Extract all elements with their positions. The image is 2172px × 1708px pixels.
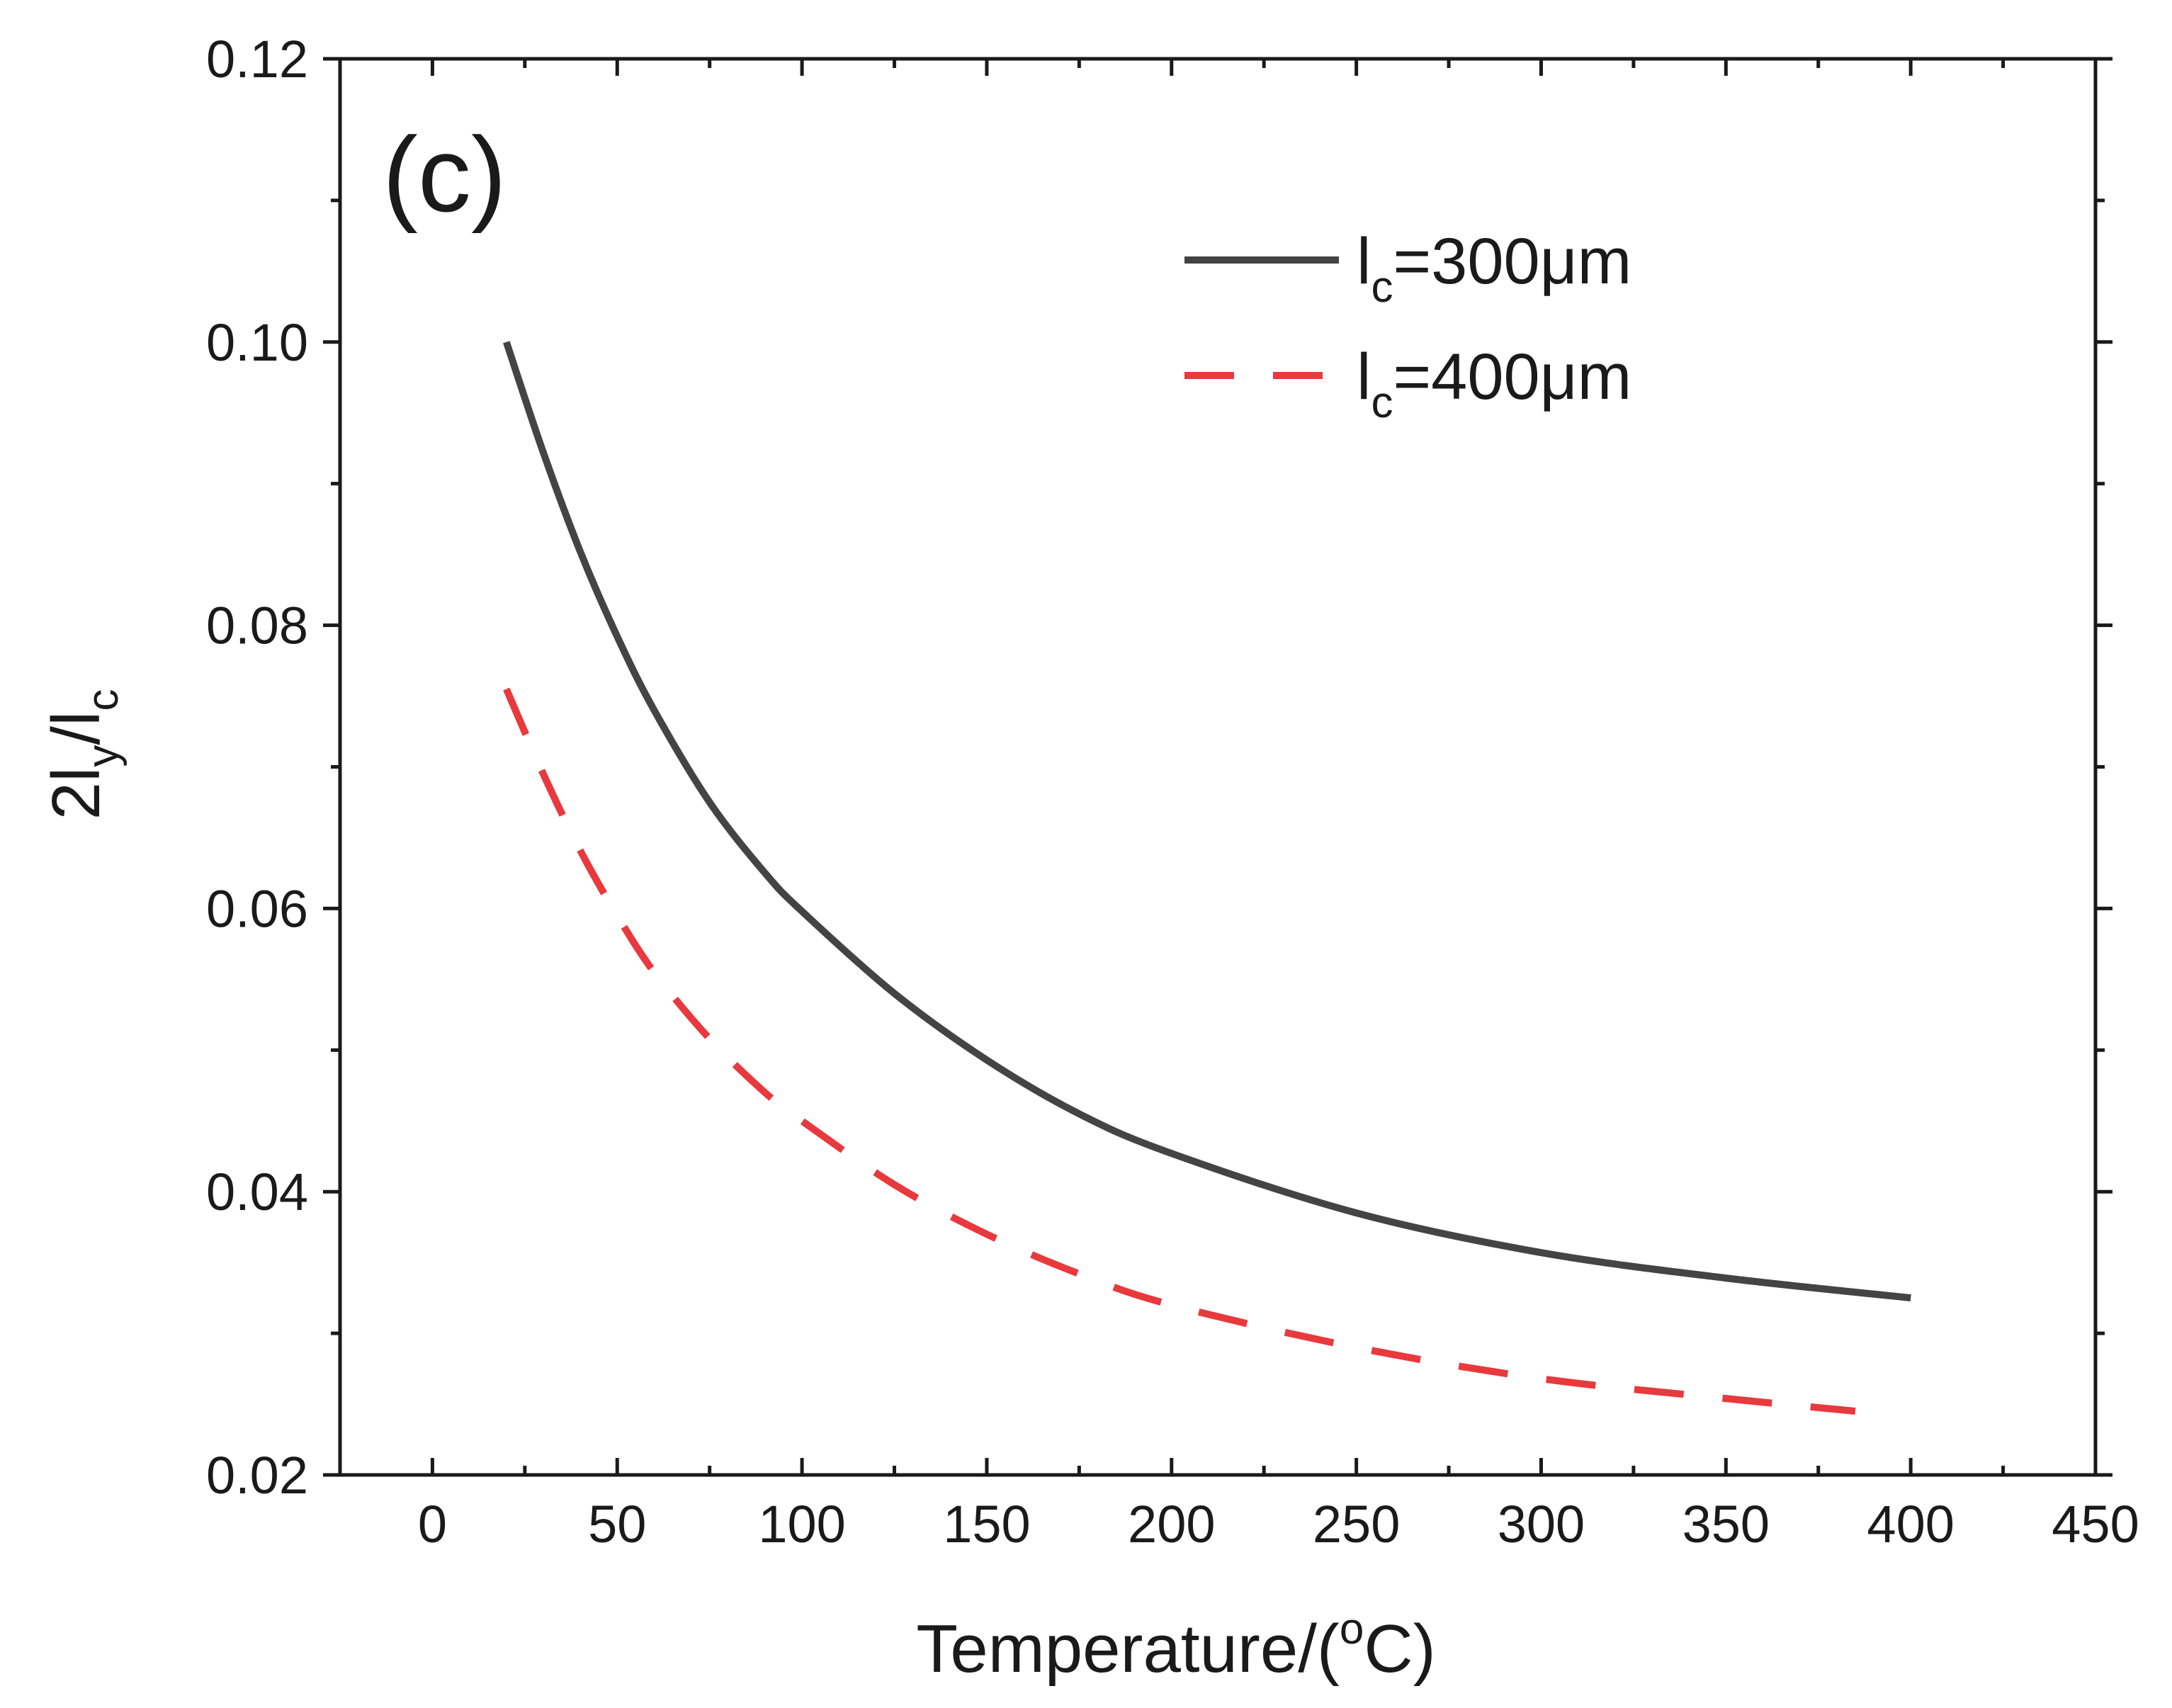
y-tick-label: 0.08 — [206, 596, 308, 655]
y-tick-label: 0.12 — [206, 30, 308, 89]
y-tick-label: 0.10 — [206, 313, 308, 372]
x-tick-label: 350 — [1682, 1495, 1770, 1554]
y-tick-label: 0.02 — [206, 1446, 308, 1505]
y-axis-title: 2ly/lc — [38, 689, 128, 820]
series-lines — [503, 341, 1911, 1415]
plot-frame — [338, 57, 2098, 1477]
axis-ticks — [323, 57, 2112, 1477]
y-tick-label: 0.04 — [206, 1163, 308, 1221]
x-tick-label: 400 — [1867, 1495, 1954, 1554]
x-tick-label: 150 — [943, 1495, 1030, 1554]
x-tick-label: 450 — [2052, 1495, 2139, 1554]
legend-label-lc400: lc=400μm — [1357, 341, 1631, 427]
x-tick-label: 200 — [1128, 1495, 1215, 1554]
legend: lc=300μm lc=400μm — [1184, 225, 1631, 427]
series-line-0 — [503, 341, 1911, 1302]
y-tick-label: 0.06 — [206, 879, 308, 938]
x-tick-label: 300 — [1498, 1495, 1585, 1554]
x-tick-label: 0 — [418, 1495, 447, 1554]
x-tick-label: 50 — [588, 1495, 646, 1554]
tick-labels: 0 50 100 150 200 250 300 350 400 450 0.02 0.04 0.06 0… — [206, 30, 2139, 1554]
x-axis-title: Temperature/(oC) — [916, 1605, 1435, 1687]
x-tick-label: 100 — [758, 1495, 845, 1554]
panel-label: (c) — [383, 115, 507, 234]
x-tick-label: 250 — [1313, 1495, 1400, 1554]
legend-label-lc300: lc=300μm — [1357, 225, 1631, 312]
